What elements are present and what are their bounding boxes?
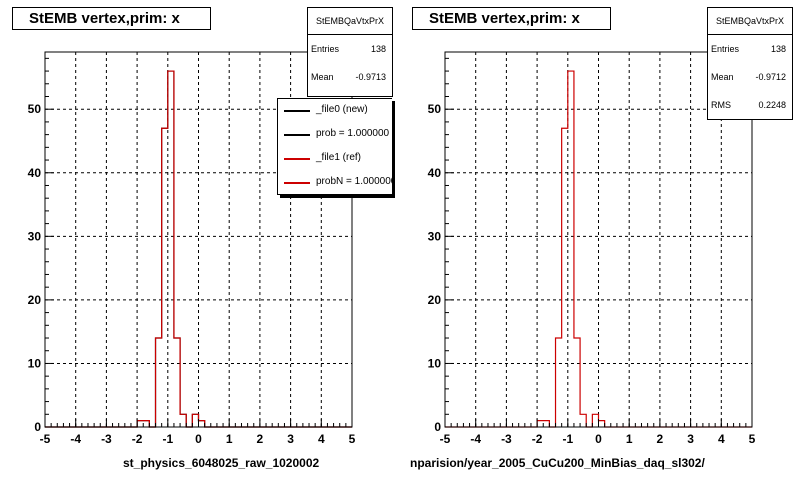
stats-label: RMS	[711, 100, 731, 110]
panel2-x-tick-label: 0	[595, 432, 602, 446]
legend-swatch	[284, 182, 310, 184]
panel1-title: StEMB vertex,prim: x	[12, 7, 211, 30]
panel1-stats-box: StEMBQaVtxPrX Entries 138 Mean -0.9713	[307, 7, 393, 97]
panel2-x-tick-label: -3	[501, 432, 512, 446]
panel1-x-tick-label: 2	[257, 432, 264, 446]
panel2-x-tick-label: 3	[687, 432, 694, 446]
stats-value: -0.9712	[755, 72, 786, 82]
stats-label: Mean	[311, 72, 334, 82]
stats-value: -0.9713	[355, 72, 386, 82]
panel1-y-tick-label: 20	[28, 293, 42, 307]
panel1-x-tick-label: 3	[287, 432, 294, 446]
panel2-y-tick-label: 20	[428, 293, 442, 307]
panel1-x-tick-label: 0	[195, 432, 202, 446]
panel1-x-tick-label: 4	[318, 432, 325, 446]
stats-value: 138	[770, 44, 786, 54]
panel2-x-label: nparision/year_2005_CuCu200_MinBias_daq_…	[410, 456, 705, 470]
panel2-title-text: StEMB vertex,prim: x	[429, 10, 580, 27]
stats-label: Entries	[711, 44, 740, 54]
panel1-y-tick-label: 10	[28, 356, 42, 370]
panel1-y-tick-label: 30	[28, 229, 42, 243]
panel2-title: StEMB vertex,prim: x	[412, 7, 611, 30]
legend-label: prob = 1.000000	[316, 128, 390, 139]
panel2-x-tick-label: -5	[440, 432, 451, 446]
panel2-stats-row: Entries 138	[708, 35, 792, 63]
legend-swatch	[284, 158, 310, 160]
panel2-y-tick-label: 10	[428, 356, 442, 370]
panel1-x-tick-label: 5	[349, 432, 356, 446]
panel2-y-tick-label: 30	[428, 229, 442, 243]
panel1-legend: _file0 (new) prob = 1.000000 _file1 (ref…	[277, 98, 392, 195]
panel1-stats-name: StEMBQaVtxPrX	[308, 8, 392, 35]
panel1-y-tick-label: 0	[34, 420, 41, 434]
panel2-x-tick-label: -1	[562, 432, 573, 446]
panel1-x-tick-label: -3	[101, 432, 112, 446]
panel1-y-tick-label: 50	[28, 102, 42, 116]
panel1-x-label: st_physics_6048025_raw_1020002	[123, 456, 320, 470]
panel2-x-tick-label: 4	[718, 432, 725, 446]
panel1-stats-row: Mean -0.9713	[308, 63, 392, 91]
legend-label: probN = 1.000000	[316, 176, 392, 187]
panel2-x-tick-label: -2	[532, 432, 543, 446]
panel2-x-tick-label: 1	[626, 432, 633, 446]
stats-value: 0.2248	[758, 100, 786, 110]
panel2-stats-name: StEMBQaVtxPrX	[708, 8, 792, 35]
legend-swatch	[284, 134, 310, 136]
panel2-stats-row: Mean -0.9712	[708, 63, 792, 91]
panel2-x-tick-label: 5	[749, 432, 756, 446]
panel1-x-tick-label: -4	[70, 432, 81, 446]
panel1-x-tick-label: -2	[132, 432, 143, 446]
panel1-y-tick-label: 40	[28, 166, 42, 180]
legend-label: _file0 (new)	[316, 104, 368, 115]
stats-value: 138	[370, 44, 386, 54]
panel2-x-tick-label: 2	[657, 432, 664, 446]
panel2-y-tick-label: 40	[428, 166, 442, 180]
panel1-x-tick-label: -1	[162, 432, 173, 446]
panel1-title-text: StEMB vertex,prim: x	[29, 10, 180, 27]
legend-label: _file1 (ref)	[316, 152, 362, 163]
panel1-stats-row: Entries 138	[308, 35, 392, 63]
panel2-x-tick-label: -4	[470, 432, 481, 446]
panel1-x-tick-label: 1	[226, 432, 233, 446]
panel2-stats-row: RMS 0.2248	[708, 91, 792, 119]
panel1-x-tick-label: -5	[40, 432, 51, 446]
panel2-stats-box: StEMBQaVtxPrX Entries 138 Mean -0.9712 R…	[707, 7, 793, 120]
legend-swatch	[284, 110, 310, 112]
stats-label: Mean	[711, 72, 734, 82]
stats-label: Entries	[311, 44, 340, 54]
panel2-y-tick-label: 0	[434, 420, 441, 434]
panel2-y-tick-label: 50	[428, 102, 442, 116]
